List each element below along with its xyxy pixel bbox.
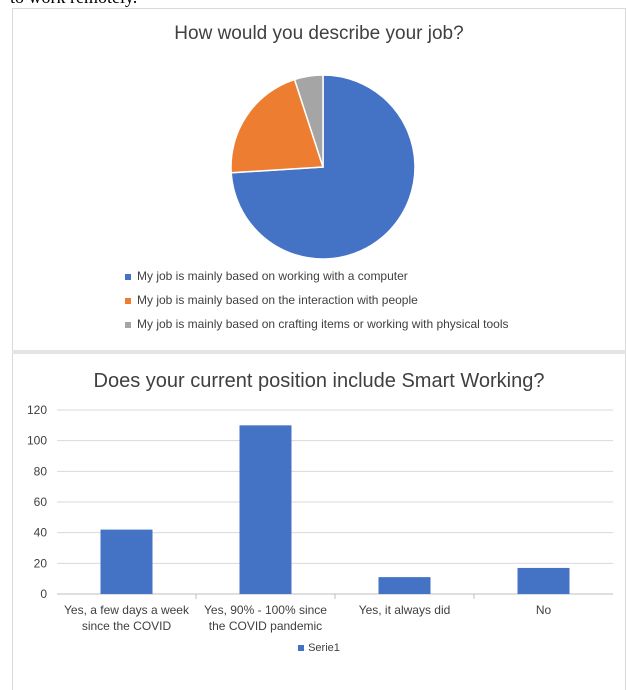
x-tick-label: No — [536, 603, 552, 617]
legend-label-computer: My job is mainly based on working with a… — [137, 269, 408, 283]
pie-slice-tools — [293, 74, 324, 168]
legend-swatch-serie1 — [298, 645, 305, 652]
bar — [378, 577, 431, 594]
x-tick-label: Yes, it always did — [359, 603, 451, 617]
pie-chart-title: How would you describe your job? — [174, 23, 464, 44]
bar-legend: Serie1 — [13, 642, 625, 654]
bar — [100, 529, 153, 594]
pie-legend-item: My job is mainly based on the interactio… — [125, 293, 418, 307]
legend-label-people: My job is mainly based on the interactio… — [137, 293, 418, 307]
pie-legend-item: My job is mainly based on crafting items… — [125, 317, 508, 331]
pie-slice-people — [230, 78, 325, 174]
pie-chart — [230, 74, 416, 260]
legend-swatch-people — [125, 297, 131, 304]
y-tick-label: 100 — [27, 434, 47, 448]
bar-chart: 0 20 40 60 80 100 120 Yes, a few days a week sin… — [27, 404, 613, 634]
legend-swatch-tools — [125, 321, 131, 328]
intro-text: to work remotely. — [10, 0, 137, 8]
y-tick-label: 60 — [34, 495, 48, 509]
y-tick-label: 80 — [34, 464, 48, 478]
legend-label-serie1: Serie1 — [308, 642, 340, 654]
legend-swatch-computer — [125, 273, 131, 280]
y-tick-label: 120 — [27, 404, 47, 417]
bar — [517, 567, 570, 594]
legend-label-tools: My job is mainly based on crafting items… — [137, 317, 509, 331]
bar-chart-title: Does your current position include Smart… — [93, 370, 545, 392]
panel-divider — [12, 350, 626, 354]
pie-chart-panel: How would you describe your job? My job … — [12, 8, 626, 351]
x-tick-label: Yes, 90% - 100% since the COVID pandemic — [204, 603, 327, 633]
bar — [239, 425, 292, 594]
y-tick-label: 20 — [34, 556, 48, 570]
y-tick-label: 0 — [40, 587, 47, 601]
y-tick-label: 40 — [34, 526, 48, 540]
bar-chart-panel: Does your current position include Smart… — [12, 354, 626, 690]
pie-legend-item: My job is mainly based on working with a… — [125, 269, 408, 283]
